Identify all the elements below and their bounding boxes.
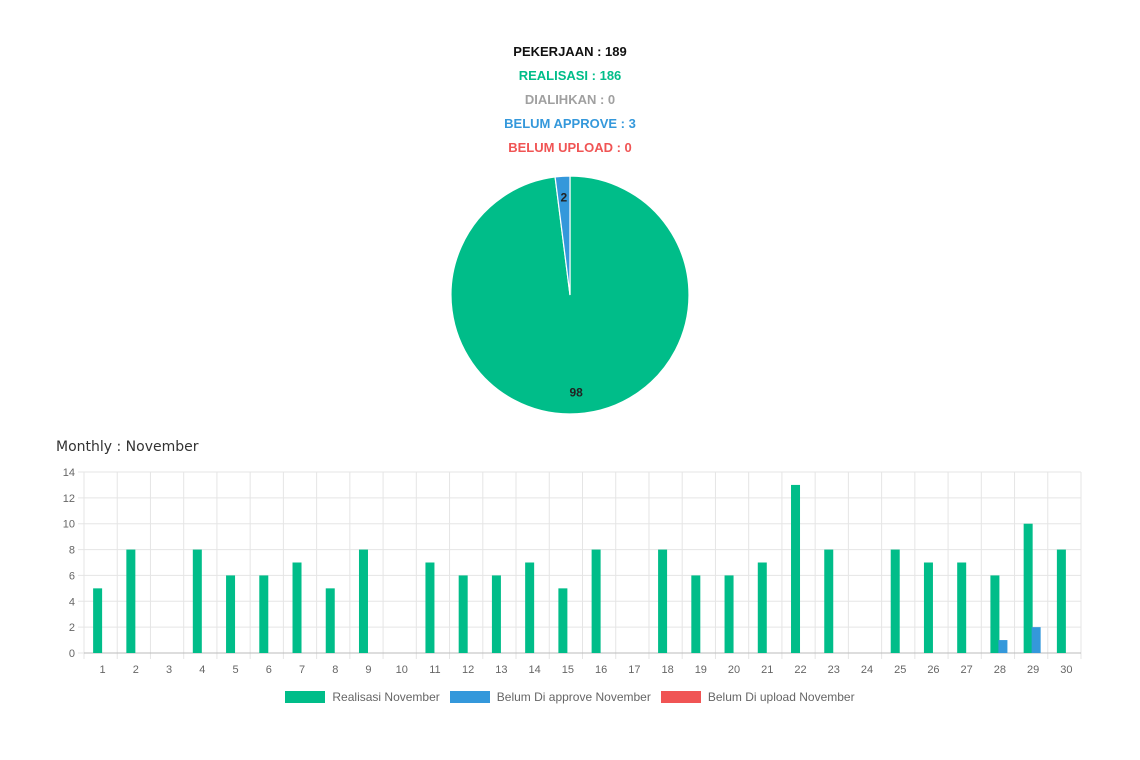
x-tick-label: 12 — [462, 664, 474, 676]
bar-realisasi[interactable] — [1023, 523, 1033, 653]
x-tick-label: 5 — [232, 664, 238, 676]
bar-realisasi[interactable] — [325, 588, 335, 653]
bar-realisasi[interactable] — [226, 575, 236, 653]
bar-realisasi[interactable] — [525, 562, 535, 654]
bar-realisasi[interactable] — [791, 484, 801, 653]
x-tick-label: 27 — [961, 664, 973, 676]
x-tick-label: 4 — [199, 664, 205, 676]
belum-upload-total: BELUM UPLOAD : 0 — [508, 140, 632, 155]
y-tick-label: 12 — [63, 493, 75, 505]
bar-realisasi[interactable] — [1056, 549, 1066, 653]
pekerjaan-total: PEKERJAAN : 189 — [513, 44, 627, 59]
legend-swatch-belum-approve — [449, 691, 490, 703]
x-tick-label: 25 — [894, 664, 906, 676]
x-tick-label: 24 — [861, 664, 873, 676]
x-tick-label: 10 — [396, 664, 408, 676]
bar-realisasi[interactable] — [691, 575, 701, 653]
legend-item-belum-upload[interactable]: Belum Di upload November — [660, 690, 855, 704]
legend-swatch-belum-upload — [660, 691, 701, 703]
x-tick-label: 28 — [994, 664, 1006, 676]
bar-realisasi[interactable] — [458, 575, 468, 653]
legend-label-belum-upload: Belum Di upload November — [707, 690, 855, 704]
bar-realisasi[interactable] — [491, 575, 501, 653]
bar-realisasi[interactable] — [724, 575, 734, 653]
x-tick-label: 23 — [828, 664, 840, 676]
bar-belum-approve[interactable] — [1031, 627, 1041, 653]
y-tick-label: 10 — [63, 519, 75, 531]
x-tick-label: 3 — [166, 664, 172, 676]
x-tick-label: 1 — [100, 664, 106, 676]
x-tick-label: 2 — [133, 664, 139, 676]
realisasi-total: REALISASI : 186 — [518, 68, 622, 83]
legend-item-belum-approve[interactable]: Belum Di approve November — [449, 690, 651, 704]
x-tick-label: 26 — [927, 664, 939, 676]
legend-label-realisasi: Realisasi November — [332, 690, 440, 704]
belum-approve-total: BELUM APPROVE : 3 — [504, 116, 636, 131]
legend-swatch-realisasi — [285, 691, 326, 703]
bar-realisasi[interactable] — [425, 562, 435, 654]
x-tick-label: 14 — [529, 664, 541, 676]
x-tick-label: 30 — [1060, 664, 1072, 676]
x-tick-label: 29 — [1027, 664, 1039, 676]
monthly-title: Monthly : November — [56, 439, 199, 455]
pie-slice-1[interactable] — [554, 175, 571, 296]
bar-realisasi[interactable] — [957, 562, 967, 654]
y-tick-label: 0 — [69, 648, 75, 660]
bar-realisasi[interactable] — [93, 588, 103, 653]
x-tick-label: 20 — [728, 664, 740, 676]
y-tick-label: 4 — [69, 596, 75, 608]
legend-item-realisasi[interactable]: Realisasi November — [285, 690, 440, 704]
x-tick-label: 16 — [595, 664, 607, 676]
summary-block: PEKERJAAN : 189 REALISASI : 186 DIALIHKA… — [0, 40, 1140, 160]
dialihkan-total: DIALIHKAN : 0 — [524, 92, 616, 107]
bar-realisasi[interactable] — [890, 549, 900, 653]
x-tick-label: 18 — [661, 664, 673, 676]
y-tick-label: 8 — [69, 545, 75, 557]
bar-realisasi[interactable] — [923, 562, 933, 654]
x-tick-label: 6 — [266, 664, 272, 676]
pie-chart: 98 2 — [450, 175, 690, 415]
y-tick-label: 14 — [63, 467, 75, 479]
pie-label-1: 2 — [561, 191, 568, 205]
pie-label-0: 98 — [569, 385, 583, 399]
x-tick-label: 13 — [495, 664, 507, 676]
bar-realisasi[interactable] — [591, 549, 601, 653]
legend-label-belum-approve: Belum Di approve November — [496, 690, 651, 704]
bar-realisasi[interactable] — [358, 549, 368, 653]
bar-realisasi[interactable] — [192, 549, 202, 653]
bar-realisasi[interactable] — [558, 588, 568, 653]
x-tick-label: 9 — [365, 664, 371, 676]
x-tick-label: 8 — [332, 664, 338, 676]
bar-realisasi[interactable] — [990, 575, 1000, 653]
bar-realisasi[interactable] — [824, 549, 834, 653]
bar-belum-approve[interactable] — [998, 640, 1008, 653]
y-tick-label: 2 — [69, 622, 75, 634]
x-tick-label: 11 — [429, 664, 440, 676]
bar-realisasi[interactable] — [126, 549, 136, 653]
x-tick-label: 19 — [695, 664, 707, 676]
bar-realisasi[interactable] — [757, 562, 767, 654]
x-tick-label: 17 — [628, 664, 640, 676]
x-tick-label: 22 — [794, 664, 806, 676]
x-tick-label: 7 — [299, 664, 305, 676]
x-tick-label: 15 — [562, 664, 574, 676]
y-tick-label: 6 — [69, 570, 75, 582]
bar-realisasi[interactable] — [259, 575, 269, 653]
bar-realisasi[interactable] — [658, 549, 668, 653]
x-tick-label: 21 — [761, 664, 773, 676]
bar-legend: Realisasi November Belum Di approve Nove… — [0, 690, 1140, 704]
bar-realisasi[interactable] — [292, 562, 302, 654]
